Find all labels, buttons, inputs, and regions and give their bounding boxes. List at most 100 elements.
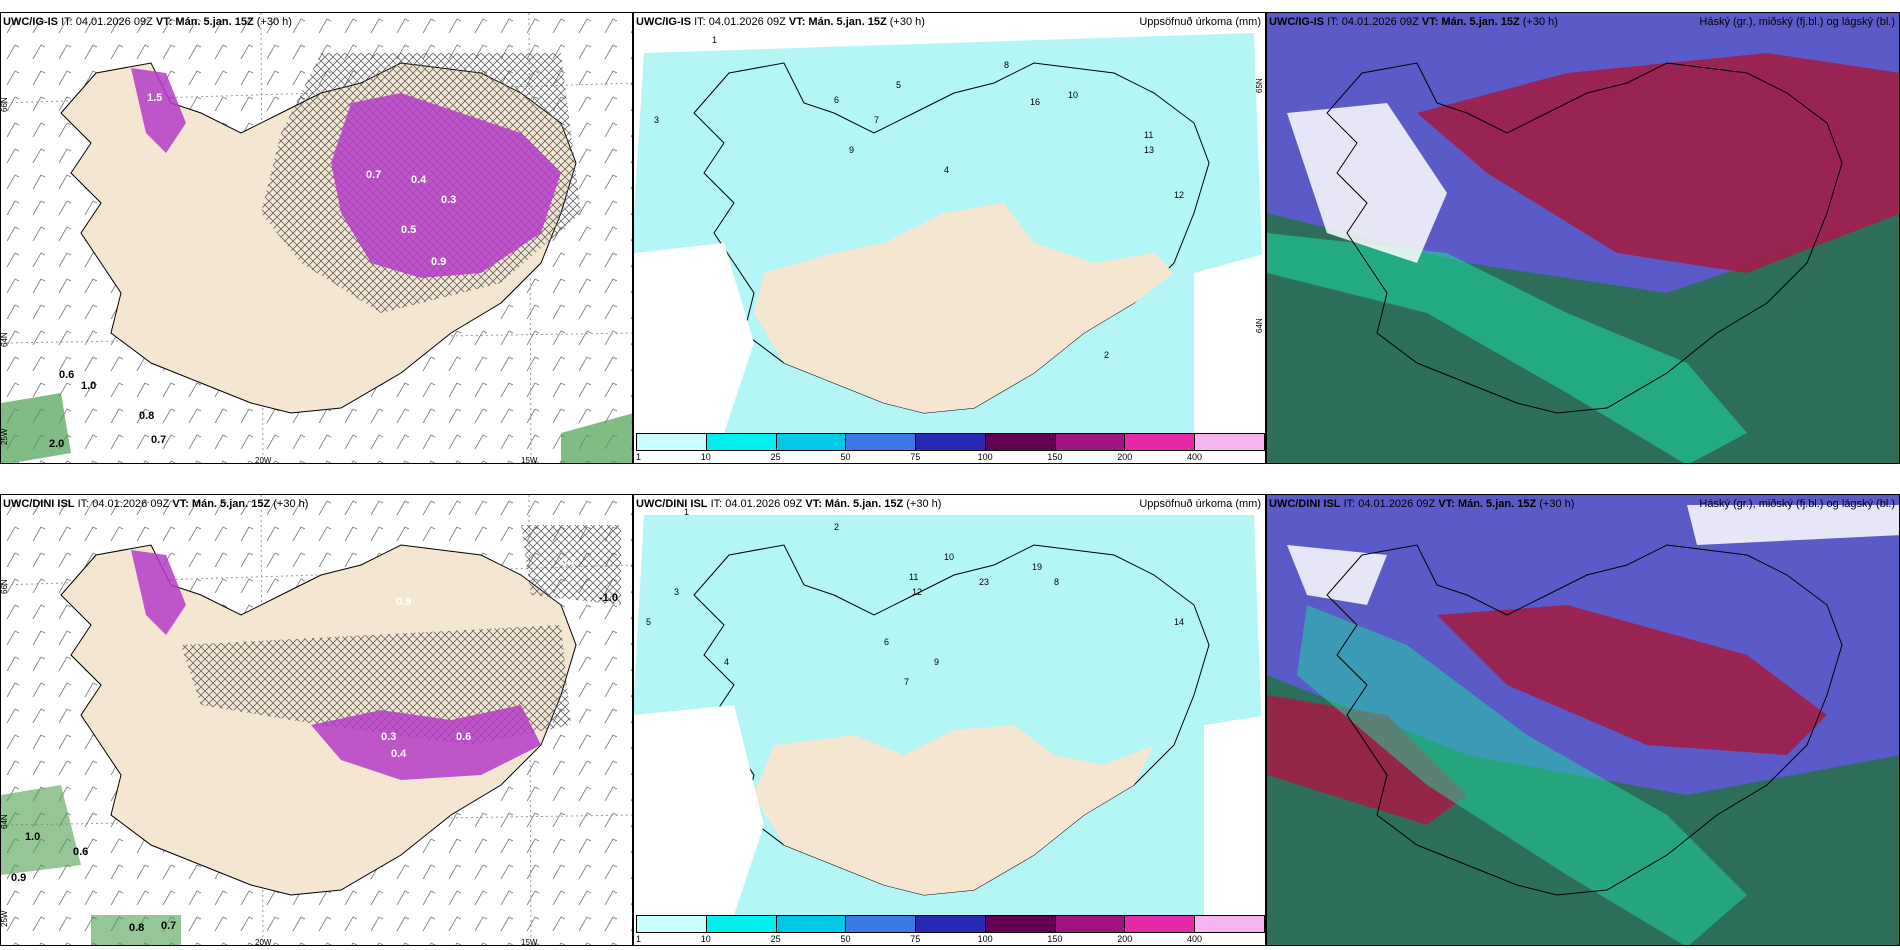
precip-value: 0.8 [129,922,144,934]
dry-land [754,203,1174,413]
precip-value: 0.8 [139,410,154,422]
precip-value: 0.7 [366,169,381,181]
colorbar-swatch [1195,916,1265,932]
colorbar [636,915,1265,933]
precip-value: 1 [712,35,717,45]
map-canvas: 1 2 3 4 5 6 7 8 9 10 11 12 14 19 23 [634,507,1265,915]
precip-value: 4 [944,165,949,175]
colorbar-label: 10 [700,934,711,944]
colorbar-label: 150 [1047,452,1063,462]
precip-value: 11 [1144,130,1153,140]
colorbar-swatch [916,916,986,932]
panel-wind-precip-dini: UWC/DINI ISL IT: 04.01.2026 09Z VT: Mán.… [0,494,633,946]
colorbar-swatch [1125,916,1196,932]
precip-value: 0.7 [561,556,576,568]
panel-wind-precip-igis: UWC/IG-IS IT: 04.01.2026 09Z VT: Mán. 5.… [0,12,633,464]
panel-title: UWC/DINI ISL IT: 04.01.2026 09Z VT: Mán.… [3,498,309,510]
colorbar-label: 75 [910,452,921,462]
colorbar-swatch [776,916,847,932]
cloud-teal-band [1297,605,1747,945]
lon-label: 15W [521,938,538,946]
colorbar-swatch [1125,434,1196,450]
precip-value: 6 [884,637,889,647]
cloud-teal-band [1267,233,1747,463]
map-canvas: 1 3 5 4 6 2 7 8 9 10 11 12 13 16 65N 64N [634,33,1265,433]
precip-purple-nw [131,550,186,635]
clear-sky [1287,505,1899,605]
precip-value: 9 [849,145,854,155]
precip-value: 1 [684,507,689,517]
colorbar-swatch [706,434,777,450]
colorbar-label: 10 [700,452,711,462]
colorbar-label: 75 [910,934,921,944]
precip-value: 0.9 [396,596,411,608]
precip-value: 23 [979,577,989,587]
lat-label: 65N [1255,78,1264,93]
precip-value: 3 [674,587,679,597]
precip-value: 4 [724,657,729,667]
precip-value: 1.0 [25,831,40,843]
colorbar-swatch [706,916,777,932]
panel-title: UWC/IG-IS IT: 04.01.2026 09Z VT: Mán. 5.… [636,16,925,28]
precip-value: 0.4 [391,748,407,760]
precip-value: 13 [1144,145,1154,155]
precip-value: 0.4 [411,174,427,186]
precip-green [1,393,632,463]
map-canvas [1267,13,1899,463]
colorbar-swatch [637,916,707,932]
panel-title: UWC/IG-IS IT: 04.01.2026 09Z VT: Mán. 5.… [3,16,292,28]
snow-hatching [181,525,621,745]
precip-value: 0.5 [401,224,416,236]
lat-label: 64N [1,814,9,829]
colorbar-label: 1 [636,934,642,944]
precip-value: 0.6 [73,846,88,858]
colorbar-labels: 1 10 25 50 75 100 150 200 400 [636,452,1265,463]
precip-value: 8 [1054,577,1059,587]
lon-label: 25W [1,910,9,927]
precip-value: 14 [1174,617,1184,627]
panel-clouds-dini: UWC/DINI ISL IT: 04.01.2026 09Z VT: Mán.… [1266,494,1900,946]
colorbar-swatch [846,916,917,932]
precip-value: 0.7 [161,920,176,932]
panel-field-label: Háský (gr.), miðský (fj.bl.) og lágský (… [1699,498,1895,510]
precip-value: 0.6 [456,731,471,743]
precip-value: 1.0 [81,380,96,392]
precip-value: 16 [1030,97,1040,107]
precip-value: 7 [904,677,909,687]
precip-value: 10 [944,552,954,562]
lat-label: 64N [1,332,9,347]
precip-value: 8 [1004,60,1009,70]
colorbar [636,433,1265,451]
lat-label: 64N [1255,318,1264,333]
colorbar-swatch [637,434,707,450]
precip-value: 2.0 [49,438,64,450]
precip-value: 3 [654,115,659,125]
panel-field-label: Uppsöfnuð úrkoma (mm) [1139,16,1261,28]
iceland-outline [1326,62,1843,414]
colorbar-label: 100 [977,934,993,944]
panel-field-label: Háský (gr.), miðský (fj.bl.) og lágský (… [1699,16,1895,28]
colorbar-swatch [1055,916,1126,932]
precip-value: 0.3 [441,194,456,206]
panel-field-label: Uppsöfnuð úrkoma (mm) [1139,498,1261,510]
precip-value: -1.0 [599,592,618,604]
precip-value: 12 [912,587,922,597]
colorbar-label: 50 [840,934,851,944]
precip-value: 5 [896,80,901,90]
precip-purple [311,705,541,780]
colorbar-label: 200 [1117,452,1133,462]
precip-value: 0.3 [381,731,396,743]
colorbar-label: 150 [1047,934,1063,944]
precip-value: 0.9 [11,872,26,884]
colorbar-swatch [1195,434,1265,450]
precip-value: 9 [934,657,939,667]
precip-value: 7 [874,115,879,125]
precip-value: 2 [1104,350,1109,360]
colorbar-label: 400 [1187,452,1203,462]
colorbar-label: 400 [1187,934,1203,944]
map-canvas: 0.6 1.0 0.8 0.7 2.0 0.3 0.4 0.5 0.7 0.9 … [1,13,632,463]
colorbar-label: 1 [636,452,642,462]
precip-purple-nw [131,68,186,153]
map-canvas [1267,495,1899,945]
colorbar-swatch [916,434,986,450]
